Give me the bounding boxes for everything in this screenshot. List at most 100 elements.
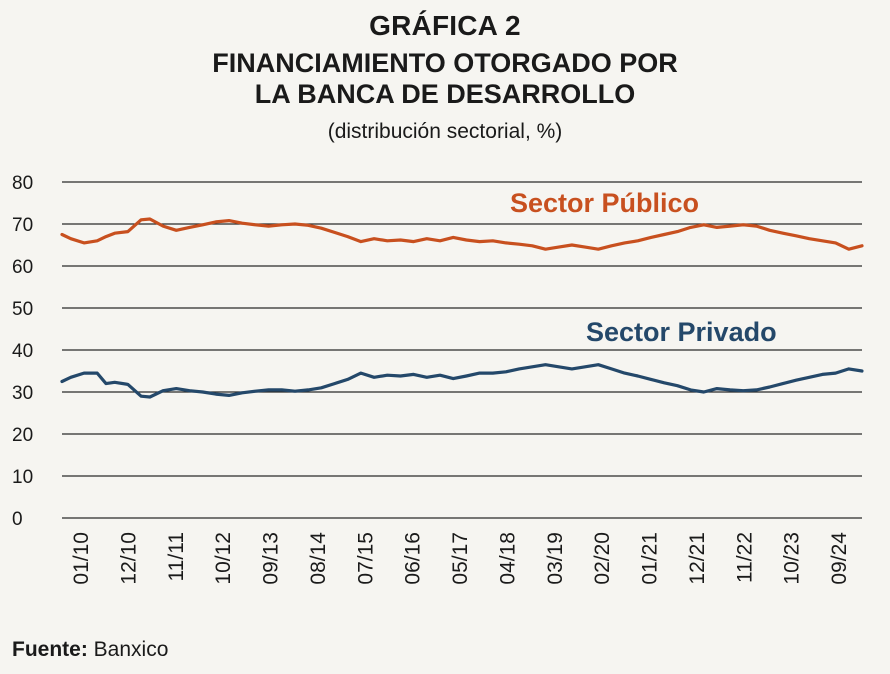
- x-tick-label: 09/13: [260, 532, 283, 585]
- data-point: [768, 229, 771, 232]
- data-point: [742, 389, 745, 392]
- data-point: [584, 246, 586, 248]
- data-point: [821, 240, 824, 242]
- data-point: [162, 389, 164, 392]
- data-point: [228, 394, 230, 397]
- label-layer: 0 10 20 30 40 50 60 70 80 01/10 12/10 11/11 10/12 09/…: [12, 173, 851, 585]
- data-point: [782, 232, 784, 234]
- data-point: [399, 239, 402, 241]
- chart-subtitle: (distribución sectorial, %): [327, 120, 563, 143]
- data-point: [610, 368, 613, 370]
- data-point: [557, 366, 560, 368]
- data-point: [650, 378, 652, 381]
- data-point: [821, 373, 824, 376]
- data-point: [518, 368, 520, 370]
- x-tick-label: 06/16: [402, 532, 425, 585]
- data-point: [201, 224, 204, 226]
- x-tick-label: 10/12: [212, 532, 235, 585]
- data-point: [544, 248, 547, 250]
- x-tick-label: 11/11: [165, 532, 188, 581]
- data-point: [782, 382, 784, 385]
- data-point: [307, 389, 310, 391]
- data-point: [127, 230, 129, 233]
- data-point: [716, 387, 718, 390]
- data-point: [373, 237, 375, 240]
- data-point: [518, 243, 520, 245]
- data-point: [140, 395, 142, 397]
- data-point: [149, 396, 151, 398]
- x-tick-label: 11/22: [733, 532, 756, 583]
- data-point: [808, 237, 811, 240]
- data-point: [175, 387, 178, 390]
- data-point: [254, 224, 257, 226]
- data-point: [241, 222, 243, 224]
- y-tick-label: 20: [12, 425, 33, 446]
- data-point: [320, 227, 323, 229]
- y-tick-label: 40: [12, 341, 33, 362]
- x-tick-label: 07/15: [354, 532, 377, 585]
- x-tick-label: 09/24: [828, 532, 851, 585]
- data-point: [452, 236, 455, 239]
- data-point: [571, 368, 573, 370]
- data-point: [241, 392, 243, 394]
- data-point: [729, 225, 731, 227]
- data-point: [597, 248, 600, 250]
- data-point: [70, 237, 72, 240]
- data-point: [663, 382, 665, 384]
- data-point: [848, 368, 850, 370]
- data-point: [492, 240, 494, 242]
- data-point: [96, 240, 98, 242]
- data-point: [267, 225, 270, 227]
- data-point: [83, 372, 85, 374]
- data-point: [531, 366, 534, 368]
- data-point: [623, 372, 626, 374]
- data-point: [228, 219, 230, 222]
- y-tick-label: 70: [12, 215, 33, 236]
- data-point: [215, 393, 217, 395]
- grid-layer: [62, 181, 862, 519]
- data-point: [105, 235, 107, 238]
- source-label: Fuente:: [12, 638, 88, 661]
- y-tick-label: 10: [12, 467, 33, 488]
- data-point: [175, 229, 178, 232]
- data-point: [689, 226, 692, 229]
- data-point: [610, 245, 613, 247]
- data-point: [360, 372, 362, 374]
- y-tick-label: 0: [12, 509, 23, 530]
- data-point: [478, 240, 481, 243]
- data-point: [584, 366, 586, 368]
- data-point: [808, 376, 811, 379]
- data-point: [637, 375, 639, 377]
- data-point: [505, 242, 507, 244]
- x-tick-label: 10/23: [781, 532, 804, 585]
- chart-kicker: GRÁFICA 2: [369, 10, 521, 41]
- data-point: [703, 391, 705, 393]
- data-point: [676, 230, 679, 233]
- data-point: [505, 371, 507, 373]
- data-point: [412, 240, 415, 243]
- data-point: [795, 235, 797, 237]
- x-tick-label: 01/21: [639, 532, 662, 585]
- data-point: [426, 237, 428, 240]
- data-point: [386, 240, 389, 242]
- data-point: [716, 226, 718, 229]
- data-point: [544, 363, 547, 366]
- source-note: Fuente: Banxico: [12, 638, 168, 662]
- y-tick-label: 30: [12, 383, 33, 404]
- data-point: [768, 386, 771, 388]
- data-point: [465, 239, 468, 241]
- line-chart: 0 10 20 30 40 50 60 70 80 01/10 12/10 11/11 10/12 09/…: [12, 173, 864, 585]
- data-point: [795, 379, 797, 381]
- data-point: [294, 390, 296, 392]
- chart-title-block: GRÁFICA 2 FINANCIAMIENTO OTORGADO POR LA…: [0, 10, 890, 144]
- data-point: [201, 391, 204, 393]
- data-point: [162, 225, 164, 227]
- chart-title-line2: LA BANCA DE DESARROLLO: [254, 79, 636, 109]
- data-point: [623, 242, 626, 244]
- data-point: [834, 242, 837, 244]
- data-point: [127, 383, 129, 386]
- data-point: [346, 235, 349, 238]
- data-point: [113, 232, 116, 234]
- data-point: [360, 240, 362, 243]
- data-point: [346, 378, 349, 381]
